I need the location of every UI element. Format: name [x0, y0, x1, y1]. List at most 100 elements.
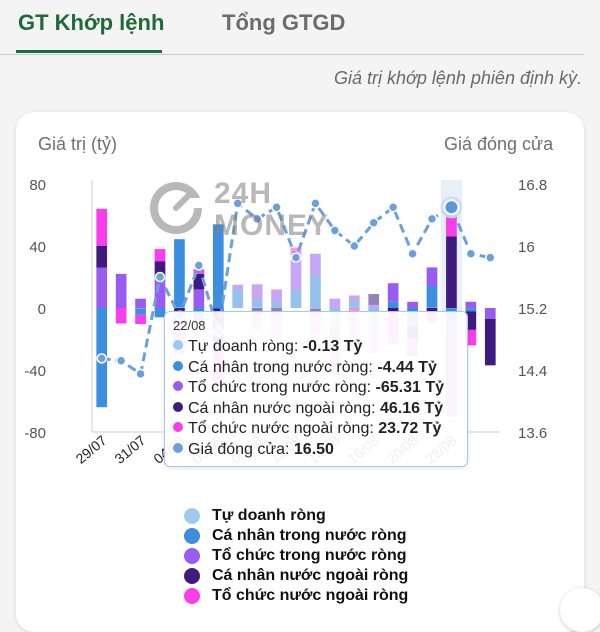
bar-segment: [96, 208, 108, 246]
bar-segment: [484, 308, 496, 319]
tooltip-series-dot: [173, 340, 183, 350]
tooltip-label: Cá nhân trong nước ròng:: [188, 358, 378, 376]
closing-price-point: [96, 353, 107, 364]
tooltip-label: Tổ chức nước ngoài ròng:: [188, 420, 379, 437]
bar-segment: [154, 261, 166, 277]
tooltip-series-dot: [173, 381, 183, 391]
y-left-tick-label: -80: [24, 425, 46, 442]
tooltip-series-dot: [173, 422, 183, 432]
bar-segment: [193, 289, 205, 308]
bar-segment: [484, 318, 496, 366]
bar-segment: [465, 308, 477, 312]
bar-segment: [232, 289, 244, 308]
bar-segment: [368, 294, 380, 305]
watermark-text: 24H MONEY: [214, 177, 330, 242]
bar-segment: [96, 246, 108, 268]
y-right-tick-label: 16.8: [518, 177, 547, 194]
y-left-tick-label: -40: [24, 363, 46, 380]
tooltip-value: 46.16 Tỷ: [380, 399, 444, 417]
tooltip-label: Giá đóng cửa:: [188, 440, 294, 458]
closing-price-point: [387, 202, 399, 213]
bar-segment: [368, 304, 380, 308]
left-axis-title: Giá trị (tỷ): [38, 134, 117, 154]
closing-price-point: [271, 202, 282, 213]
bar-segment: [465, 311, 477, 330]
bar-segment: [465, 301, 477, 308]
bar-segment: [348, 301, 360, 308]
tooltip-row: Tổ chức nước ngoài ròng: 23.72 Tỷ: [173, 420, 441, 438]
bar-segment: [154, 249, 166, 262]
tooltip-label: Tự doanh ròng:: [188, 338, 303, 355]
right-axis-title: Giá đóng cửa: [444, 134, 554, 154]
y-right-tick-label: 15.2: [518, 301, 547, 318]
tooltip-series-dot: [173, 442, 183, 453]
tooltip-row: Cá nhân nước ngoài ròng: 46.16 Tỷ: [173, 400, 443, 418]
x-tick-label: 29/07: [73, 432, 110, 467]
closing-price-point: [193, 260, 205, 271]
bar-segment: [174, 307, 185, 309]
closing-price-point: [426, 213, 438, 225]
tab-bar: GT Khớp lệnh Tổng GTGD: [0, 0, 584, 55]
active-tab-indicator: [16, 50, 162, 53]
bar-segment: [426, 267, 438, 286]
tooltip-series-dot: [173, 401, 183, 412]
legend-color-dot: [184, 568, 200, 584]
bar-segment: [407, 301, 418, 308]
tooltip-label: Tổ chức trong nước ròng:: [188, 379, 376, 396]
closing-price-point: [251, 213, 263, 225]
bar-segment: [290, 259, 302, 290]
legend-color-dot: [184, 508, 200, 524]
closing-price-point: [310, 198, 321, 209]
bar-segment: [212, 224, 224, 308]
scroll-button[interactable]: [560, 588, 600, 632]
tooltip-value: 16.50: [293, 440, 334, 458]
closing-price-point: [368, 217, 379, 228]
x-tick-label: 31/07: [111, 432, 148, 467]
legend-color-dot: [184, 548, 200, 564]
tooltip-row: Cá nhân trong nước ròng: -4.44 Tỷ: [173, 359, 437, 377]
bar-segment: [310, 275, 321, 308]
bar-segment: [387, 283, 399, 302]
watermark-logo: 24H MONEY: [150, 178, 328, 242]
bar-segment: [193, 269, 205, 274]
bar-segment: [135, 308, 146, 315]
bar-segment: [232, 284, 244, 290]
tooltip-series-dot: [173, 360, 183, 371]
bar-segment: [426, 285, 438, 308]
bar-segment: [251, 284, 263, 300]
closing-price-point: [485, 252, 496, 263]
tab-tong-gtgd[interactable]: Tổng GTGD: [222, 10, 346, 35]
bar-segment: [446, 236, 457, 308]
bar-segment: [174, 239, 185, 308]
y-right-tick-label: 16: [518, 239, 535, 256]
y-left-tick-label: 40: [29, 239, 46, 256]
closing-price-point: [232, 198, 243, 209]
legend-label: Tổ chức trong nước ròng: [212, 547, 407, 564]
y-right-tick-label: 13.6: [518, 425, 547, 442]
chart-subtitle: Giá trị khớp lệnh phiên định kỳ.: [333, 68, 582, 88]
y-right-tick-label: 14.4: [518, 363, 547, 380]
tooltip-row: Tổ chức trong nước ròng: -65.31 Tỷ: [173, 379, 444, 397]
tooltip-value: -65.31 Tỷ: [375, 379, 445, 396]
closing-price-point: [465, 248, 477, 259]
tooltip-value: 23.72 Tỷ: [378, 420, 442, 437]
bar-segment: [271, 289, 282, 302]
bar-segment: [154, 277, 166, 308]
bar-segment: [251, 299, 263, 308]
watermark-gauge-icon: [150, 182, 206, 234]
bar-segment: [115, 308, 127, 324]
bar-segment: [96, 267, 108, 308]
tooltip-row: Tự doanh ròng: -0.13 Tỷ: [173, 338, 362, 356]
bar-segment: [426, 308, 438, 313]
closing-price-point-highlighted: [443, 199, 460, 216]
closing-price-point: [329, 225, 341, 236]
tooltip-value: -0.13 Tỷ: [302, 338, 363, 355]
tab-gt-khop-lenh[interactable]: GT Khớp lệnh: [18, 10, 165, 35]
closing-price-point: [154, 271, 166, 283]
y-left-tick-label: 0: [38, 301, 46, 318]
tooltip-row: Giá đóng cửa: 16.50: [173, 441, 334, 459]
bar-segment: [329, 298, 341, 308]
closing-price-point: [407, 248, 418, 259]
bar-segment: [310, 308, 321, 309]
bar-segment: [271, 301, 282, 308]
